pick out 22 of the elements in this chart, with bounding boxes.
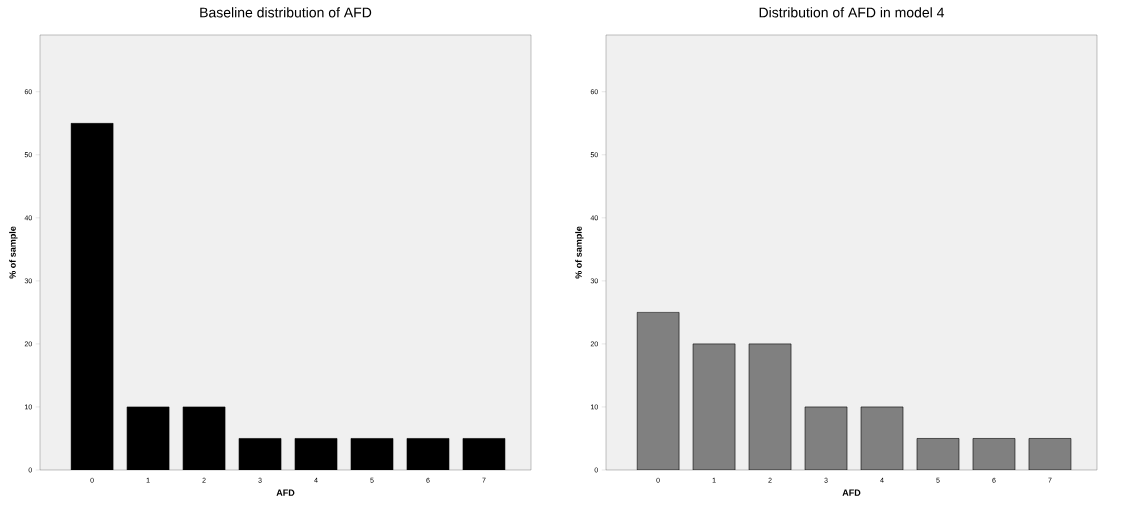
bar <box>70 122 114 470</box>
y-axis-title: % of sample <box>9 226 18 279</box>
bar <box>462 438 506 470</box>
y-axis-title: % of sample <box>575 226 584 279</box>
bar <box>861 406 904 470</box>
bar <box>294 438 338 470</box>
bar <box>182 406 226 470</box>
bar <box>126 406 170 470</box>
bar <box>805 406 848 470</box>
bar <box>238 438 282 470</box>
x-axis-title: AFD <box>842 489 861 496</box>
bar <box>350 438 394 470</box>
bar <box>693 343 736 470</box>
bar <box>406 438 450 470</box>
bar <box>972 438 1015 470</box>
bar <box>637 312 680 470</box>
x-axis-title: AFD <box>276 489 295 496</box>
bar <box>749 343 792 470</box>
bar <box>917 438 959 470</box>
chart-title: Baseline distribution of AFD <box>200 7 372 18</box>
chart-title: Distribution of AFD in model 4 <box>759 7 945 18</box>
bar <box>1028 438 1072 470</box>
